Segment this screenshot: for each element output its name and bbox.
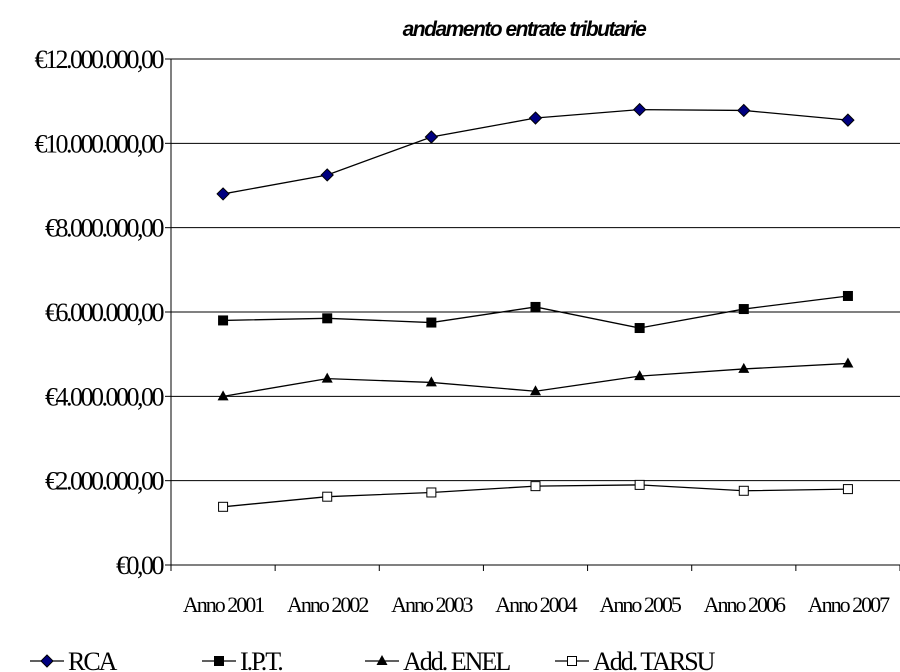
data-point-marker bbox=[634, 479, 645, 490]
data-point-marker bbox=[530, 481, 541, 492]
y-tick-label: €0,00 bbox=[116, 551, 165, 580]
data-point-marker bbox=[322, 491, 333, 502]
legend-item: I.P.T. bbox=[202, 647, 284, 672]
x-tick-label: Anno 2004 bbox=[495, 592, 577, 617]
data-point-marker bbox=[214, 656, 224, 666]
legend-label: I.P.T. bbox=[240, 647, 282, 672]
legend-label: Add. TARSU bbox=[593, 647, 716, 672]
series-rca bbox=[216, 102, 855, 201]
data-point-marker bbox=[424, 130, 439, 144]
x-axis-tick-labels: Anno 2001 Anno 2002 Anno 2003 Anno 2004 Anno… bbox=[183, 592, 892, 617]
y-tick-label: €2.000.000,00 bbox=[45, 467, 165, 496]
data-point-marker bbox=[632, 102, 647, 117]
data-point-marker bbox=[738, 362, 750, 373]
series-add-tarsu bbox=[218, 479, 853, 512]
x-tick-label: Anno 2001 bbox=[183, 592, 264, 617]
data-point-marker bbox=[842, 357, 854, 368]
data-point-marker bbox=[40, 654, 54, 668]
data-point-marker bbox=[738, 485, 749, 496]
y-tick-label: €6.000.000,00 bbox=[45, 298, 165, 327]
y-tick-label: €10.000.000,00 bbox=[35, 129, 165, 158]
data-point-marker bbox=[841, 113, 855, 127]
data-point-marker bbox=[567, 656, 577, 666]
data-point-marker bbox=[216, 187, 230, 201]
data-point-marker bbox=[426, 317, 437, 328]
axes bbox=[165, 58, 900, 571]
chart-title: andamento entrate tributarie bbox=[403, 18, 648, 41]
y-tick-label: €12.000.000,00 bbox=[35, 45, 165, 74]
data-point-marker bbox=[842, 290, 853, 301]
data-point-marker bbox=[530, 385, 541, 396]
x-tick-label: Anno 2007 bbox=[808, 592, 890, 617]
series-add-enel bbox=[217, 357, 854, 401]
data-point-marker bbox=[530, 301, 541, 312]
data-point-marker bbox=[322, 313, 333, 324]
series-i-p-t bbox=[218, 290, 853, 334]
legend-label: RCA bbox=[68, 647, 118, 672]
data-point-marker bbox=[321, 372, 333, 383]
series-lines bbox=[216, 102, 855, 512]
data-point-marker bbox=[842, 484, 853, 495]
x-tick-label: Anno 2005 bbox=[599, 592, 681, 617]
x-tick-label: Anno 2006 bbox=[704, 592, 786, 617]
data-point-marker bbox=[376, 655, 388, 665]
data-point-marker bbox=[425, 376, 437, 387]
data-point-marker bbox=[738, 304, 749, 315]
data-point-marker bbox=[218, 501, 229, 512]
data-point-marker bbox=[634, 370, 646, 381]
legend: RCA I.P.T. Add. ENEL Add. TARSU bbox=[30, 647, 718, 672]
data-point-marker bbox=[218, 315, 229, 326]
data-point-marker bbox=[528, 111, 543, 125]
data-point-marker bbox=[320, 168, 334, 182]
y-axis-tick-labels: €0,00 €2.000.000,00 €4.000.000,00 €6.000.00… bbox=[35, 45, 168, 580]
legend-label: Add. ENEL bbox=[403, 647, 510, 672]
y-tick-label: €4.000.000,00 bbox=[45, 382, 165, 411]
gridlines bbox=[171, 58, 900, 482]
legend-item: Add. TARSU bbox=[555, 647, 718, 672]
legend-item: RCA bbox=[30, 647, 120, 672]
data-point-marker bbox=[217, 390, 229, 401]
data-point-marker bbox=[426, 487, 437, 498]
legend-item: Add. ENEL bbox=[365, 647, 512, 672]
x-tick-label: Anno 2003 bbox=[391, 592, 473, 617]
data-point-marker bbox=[737, 103, 751, 118]
x-tick-label: Anno 2002 bbox=[287, 592, 368, 617]
y-tick-label: €8.000.000,00 bbox=[45, 214, 165, 243]
data-point-marker bbox=[634, 323, 645, 334]
